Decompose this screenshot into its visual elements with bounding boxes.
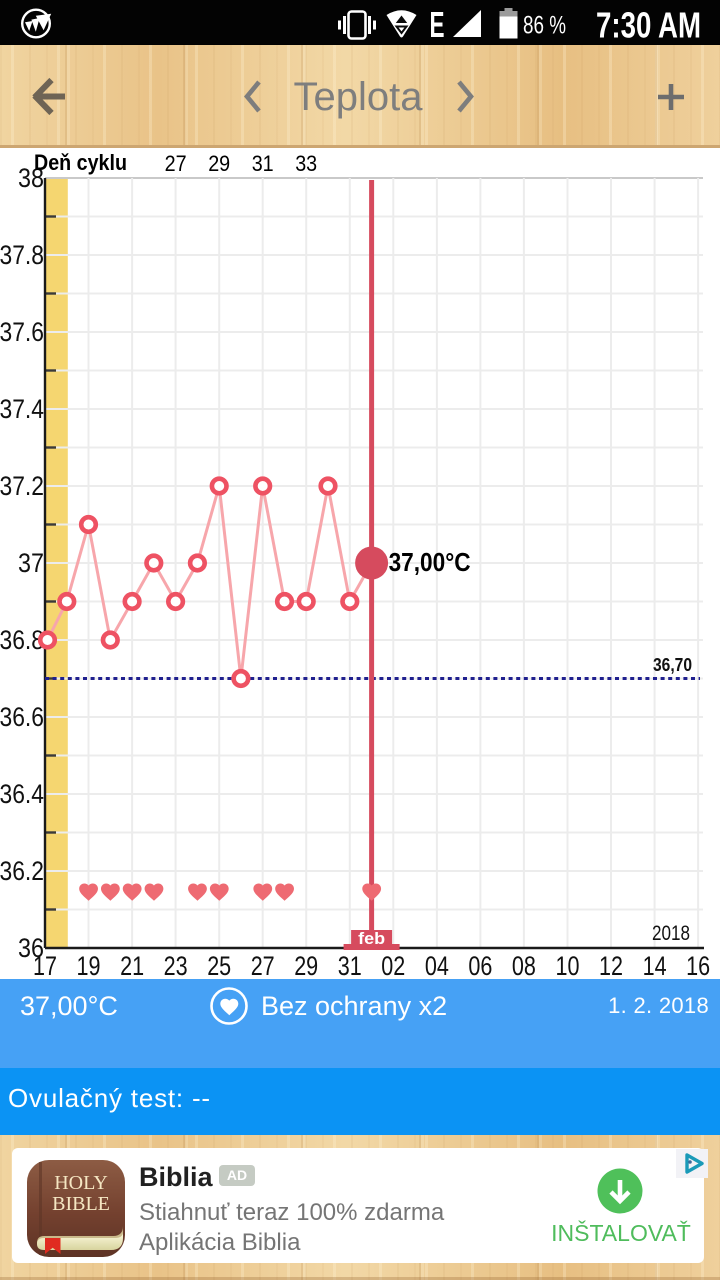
svg-text:19: 19 (77, 951, 101, 979)
svg-text:36.4: 36.4 (0, 779, 44, 809)
svg-text:38: 38 (18, 163, 44, 193)
svg-text:16: 16 (686, 951, 710, 979)
svg-text:36.6: 36.6 (0, 702, 44, 732)
svg-text:27: 27 (165, 151, 187, 176)
svg-text:37.4: 37.4 (0, 394, 44, 424)
svg-text:10: 10 (556, 951, 580, 979)
svg-text:29: 29 (294, 951, 318, 979)
svg-text:36: 36 (18, 933, 44, 963)
svg-text:37,00°C: 37,00°C (389, 547, 471, 577)
svg-text:14: 14 (643, 951, 667, 979)
svg-text:36.8: 36.8 (0, 625, 44, 655)
svg-text:31: 31 (338, 951, 362, 979)
svg-text:27: 27 (251, 951, 275, 979)
svg-text:7:30 AM: 7:30 AM (596, 5, 701, 46)
svg-text:36.2: 36.2 (0, 856, 44, 886)
svg-text:21: 21 (120, 951, 144, 979)
svg-text:86 %: 86 % (523, 12, 566, 40)
svg-text:33: 33 (295, 151, 317, 176)
svg-text:29: 29 (208, 151, 230, 176)
svg-text:HOLY: HOLY (54, 1172, 108, 1194)
svg-text:37: 37 (18, 548, 44, 578)
svg-text:37.6: 37.6 (0, 317, 44, 347)
svg-text:04: 04 (425, 951, 449, 979)
svg-text:36,70: 36,70 (653, 655, 692, 675)
svg-text:25: 25 (207, 951, 231, 979)
svg-text:12: 12 (599, 951, 623, 979)
svg-text:08: 08 (512, 951, 536, 979)
svg-text:31: 31 (252, 151, 274, 176)
svg-text:37.8: 37.8 (0, 240, 44, 270)
svg-text:02: 02 (381, 951, 405, 979)
svg-text:E: E (430, 4, 445, 45)
svg-text:Deň cyklu: Deň cyklu (34, 150, 127, 175)
svg-text:Teplota: Teplota (294, 75, 424, 119)
svg-text:2018: 2018 (652, 922, 690, 945)
svg-text:feb: feb (358, 929, 385, 948)
svg-text:BIBLE: BIBLE (52, 1193, 110, 1215)
svg-text:37.2: 37.2 (0, 471, 44, 501)
svg-text:06: 06 (468, 951, 492, 979)
svg-text:23: 23 (164, 951, 188, 979)
svg-text:17: 17 (33, 951, 57, 979)
